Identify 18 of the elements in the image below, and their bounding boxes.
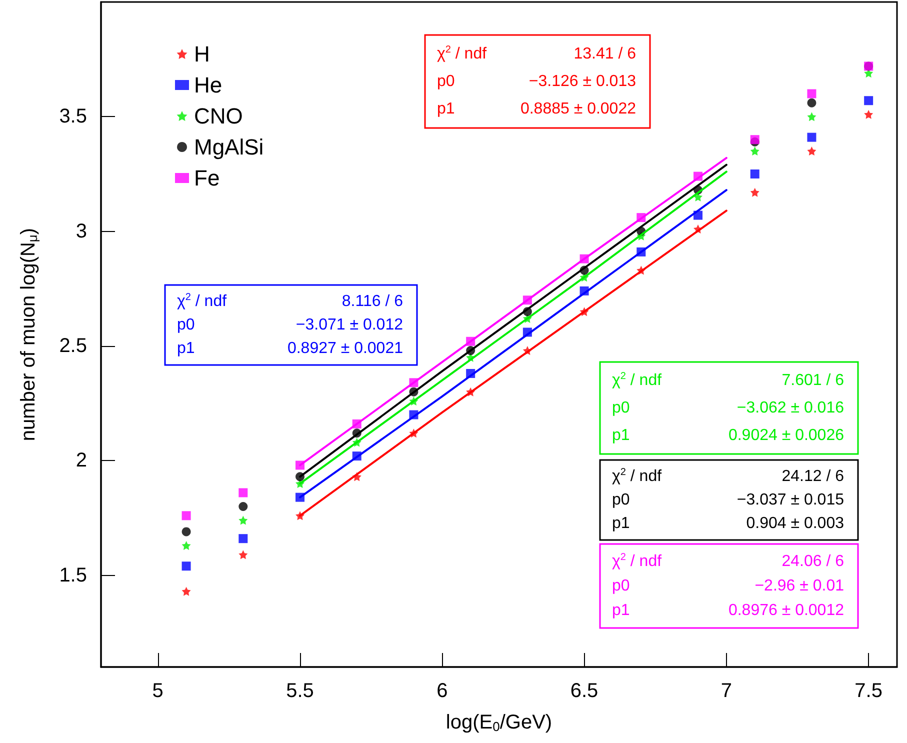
legend-label: Fe [194, 166, 220, 190]
legend-label: MgAlSi [194, 134, 264, 160]
y-tick-label: 2 [76, 450, 87, 472]
x-axis-title: log(E0/GeV) [446, 712, 552, 734]
legend-label: H [194, 42, 210, 66]
x-tick-label: 5.5 [286, 680, 314, 702]
legend-label: He [194, 72, 222, 98]
x-tick-label: 7.5 [854, 680, 882, 702]
y-tick-label: 2.5 [59, 334, 87, 357]
x-tick-label: 7 [720, 680, 732, 702]
y-axis-title: number of muon log(Nμ) [18, 228, 40, 442]
x-tick-label: 5 [152, 680, 164, 702]
x-tick-label: 6 [436, 680, 448, 702]
x-tick-label: 6.5 [570, 680, 598, 702]
y-tick-label: 3.5 [59, 106, 87, 128]
y-tick-label: 3 [76, 220, 87, 242]
legend-label: CNO [194, 104, 243, 128]
y-tick-label: 1.5 [59, 564, 87, 586]
